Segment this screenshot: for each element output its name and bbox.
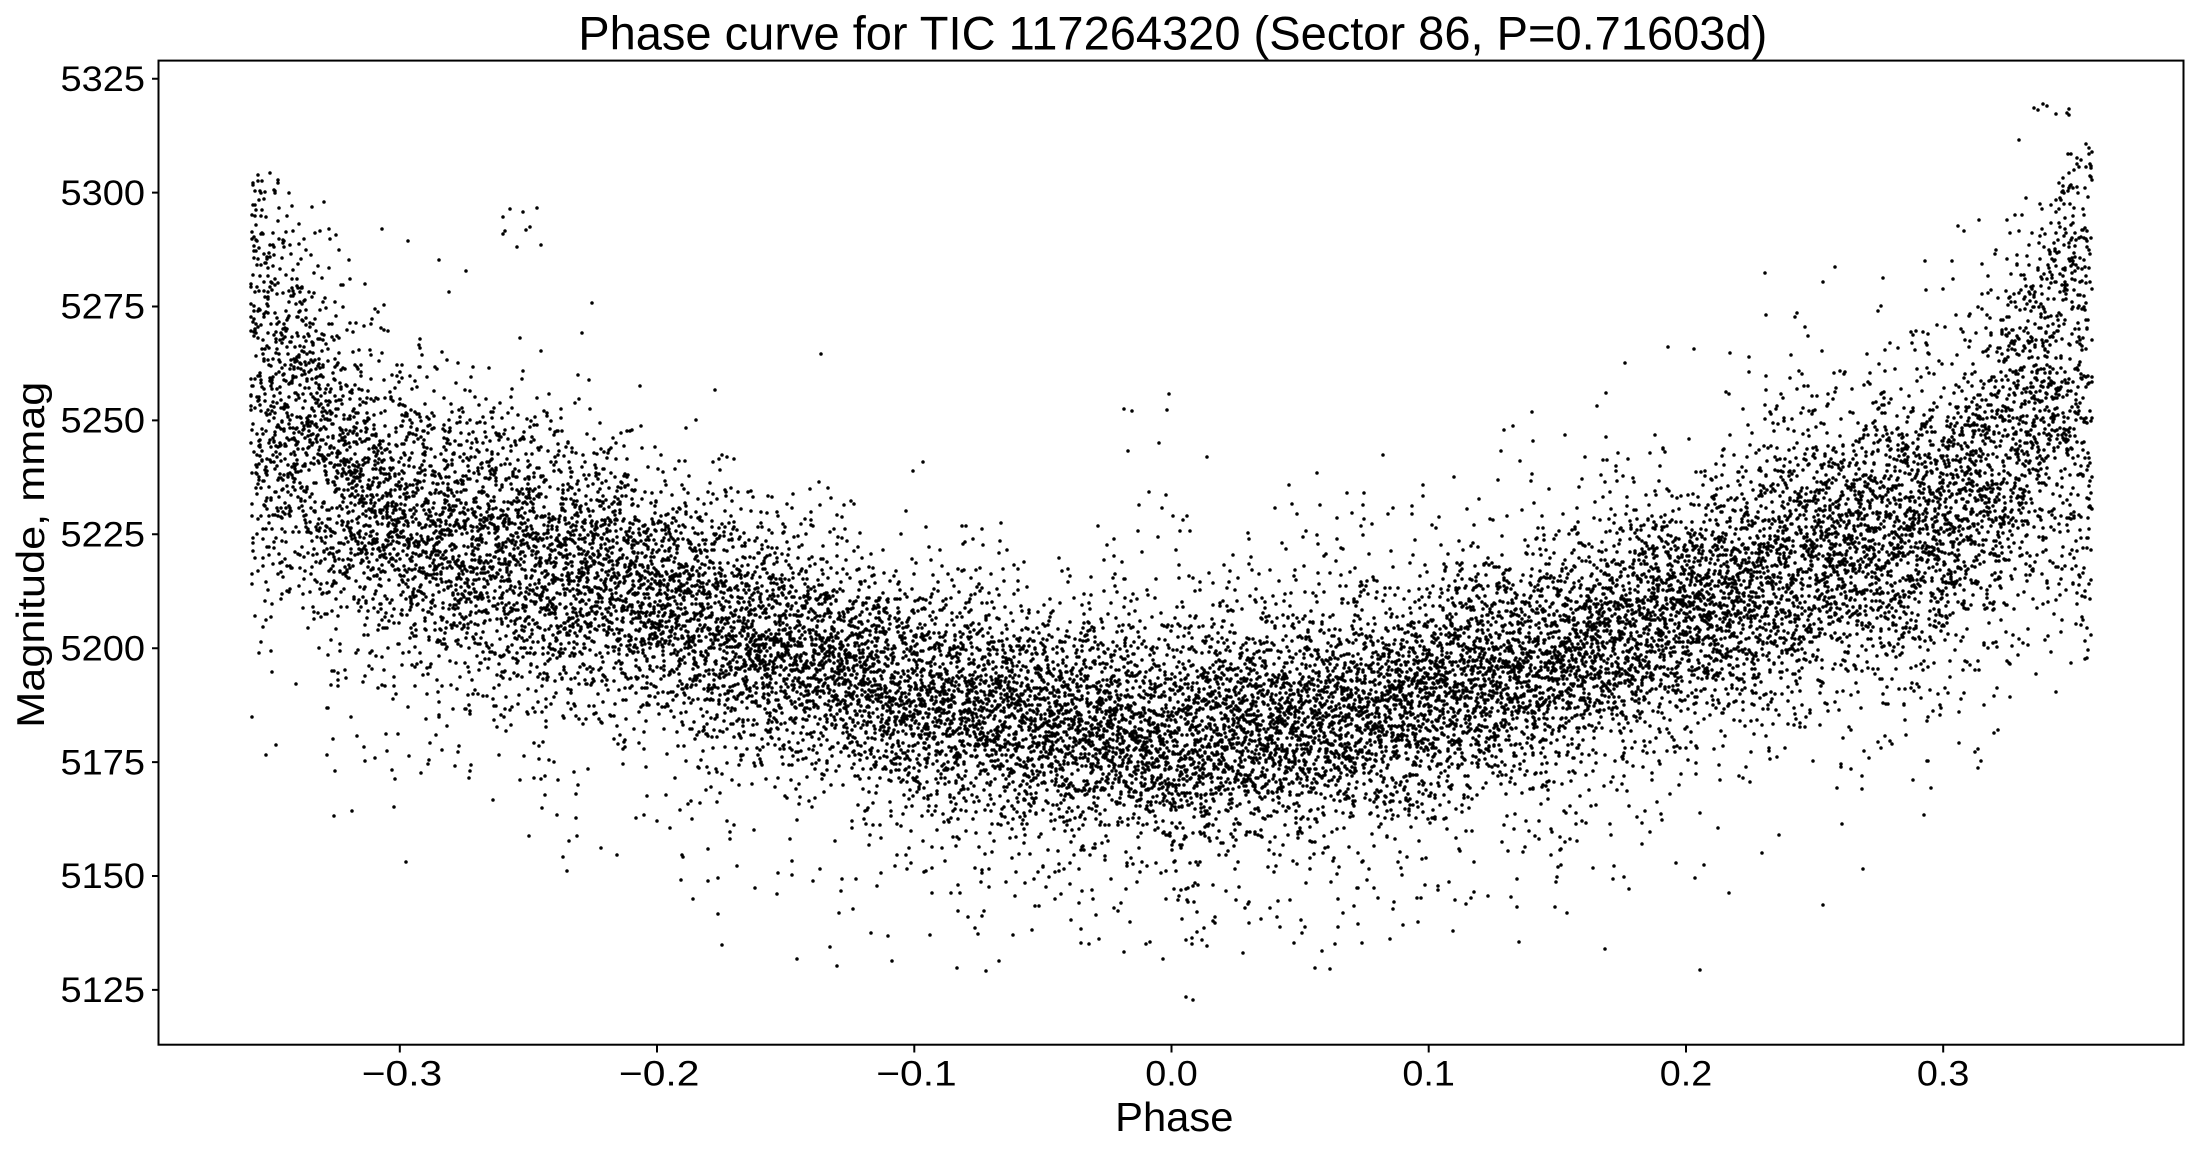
svg-text:5300: 5300 [61, 173, 146, 213]
svg-text:5325: 5325 [61, 59, 146, 99]
svg-text:0.0: 0.0 [1145, 1054, 1198, 1094]
svg-text:−0.3: −0.3 [362, 1054, 443, 1094]
svg-text:0.2: 0.2 [1660, 1054, 1713, 1094]
svg-text:5225: 5225 [61, 515, 146, 555]
svg-text:0.3: 0.3 [1917, 1054, 1970, 1094]
svg-text:Phase: Phase [1115, 1094, 1233, 1140]
svg-text:5275: 5275 [61, 287, 146, 327]
svg-text:5125: 5125 [61, 970, 146, 1010]
svg-text:Phase curve for TIC 117264320: Phase curve for TIC 117264320 (Sector 86… [578, 6, 1767, 59]
svg-text:−0.2: −0.2 [619, 1054, 700, 1094]
svg-text:5250: 5250 [61, 401, 146, 441]
svg-text:5150: 5150 [61, 856, 146, 896]
svg-text:−0.1: −0.1 [876, 1054, 957, 1094]
svg-text:5175: 5175 [61, 742, 146, 782]
svg-text:5200: 5200 [61, 628, 146, 668]
svg-text:Magnitude, mmag: Magnitude, mmag [10, 382, 53, 728]
svg-text:0.1: 0.1 [1402, 1054, 1455, 1094]
